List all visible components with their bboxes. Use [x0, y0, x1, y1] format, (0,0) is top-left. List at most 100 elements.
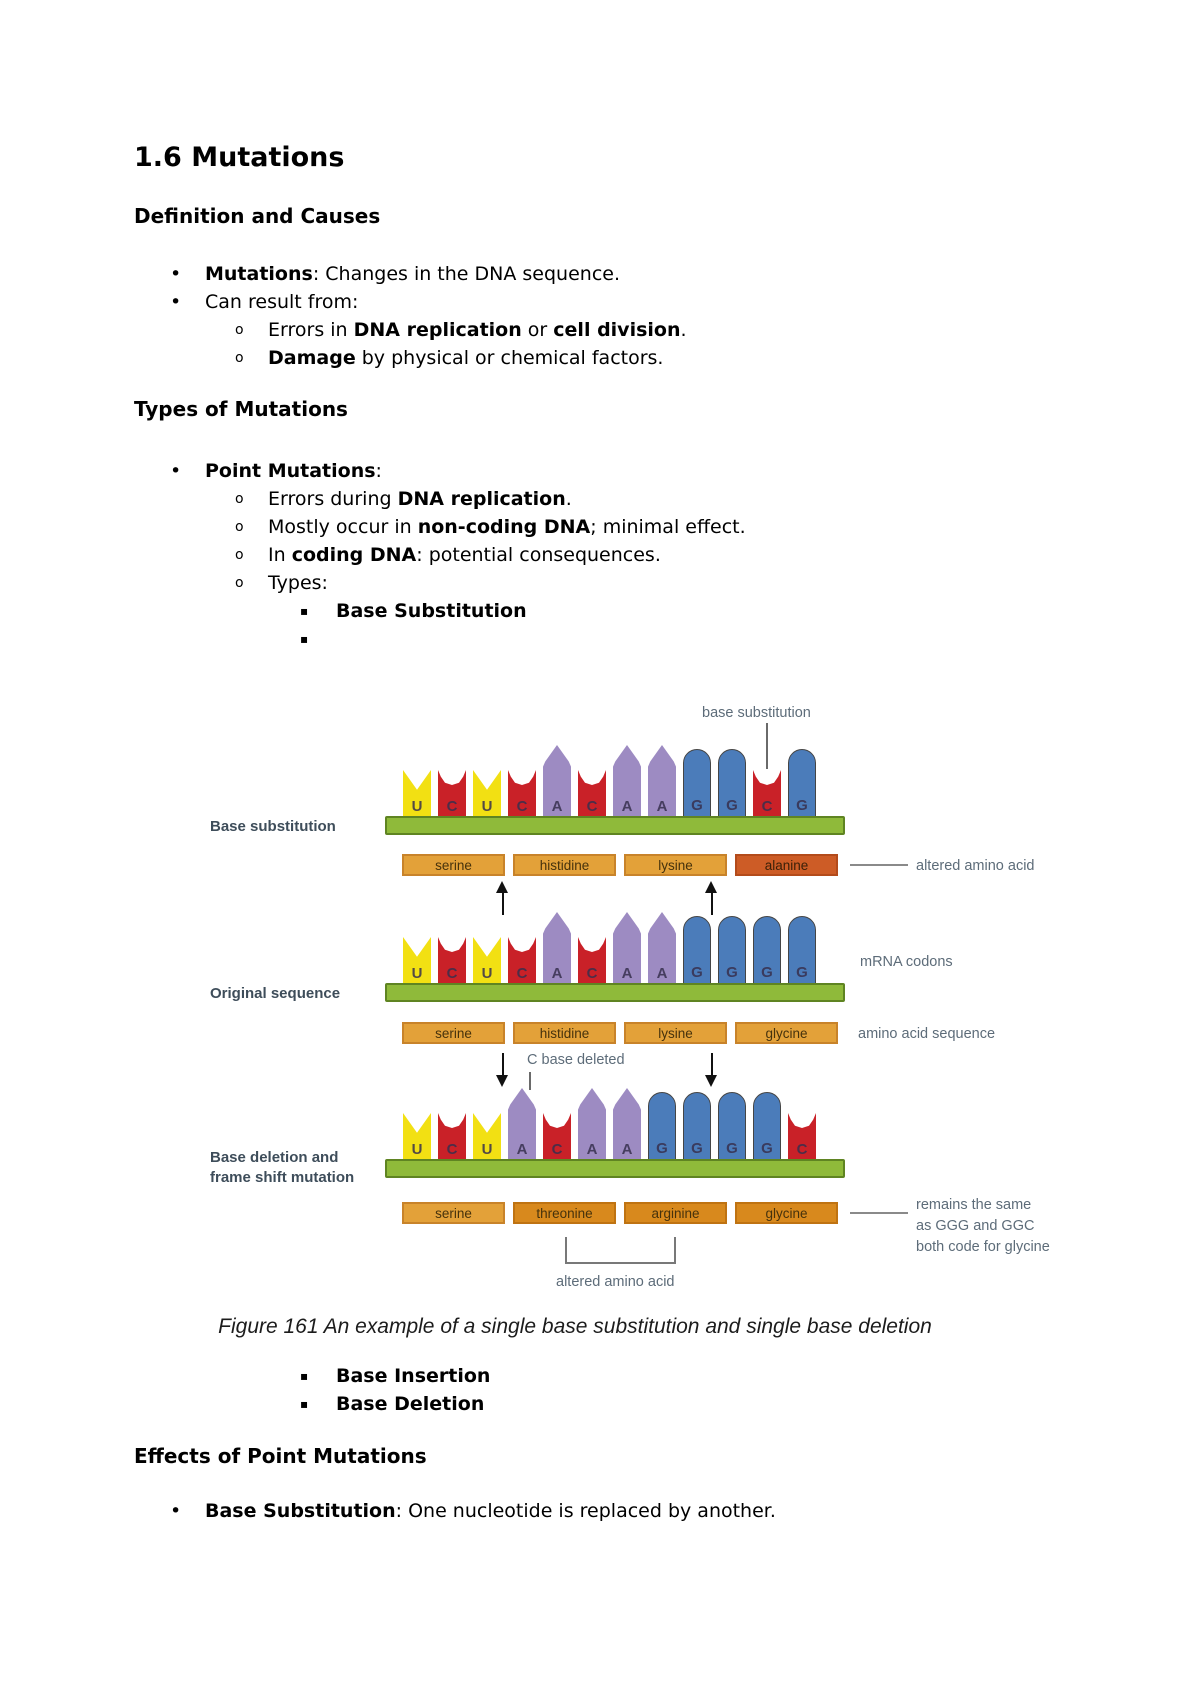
base-substitution-pointer-label: base substitution: [702, 705, 811, 721]
nucleotide-a: A: [613, 912, 641, 984]
nucleotide-c: C: [438, 770, 466, 817]
nucleotide-g: G: [648, 1092, 676, 1160]
mrna-backbone-bar: [385, 816, 845, 835]
up-arrow-icon: [705, 881, 718, 915]
list-item: o Errors during DNA replication.: [134, 485, 1160, 513]
nucleotide-letter: G: [761, 1140, 773, 1157]
list-item-text: Mostly occur in non-coding DNA; minimal …: [268, 516, 746, 538]
nucleotide-g: G: [788, 749, 816, 817]
bullet-marker: •: [170, 263, 182, 285]
figure-row-label: Base deletion and frame shift mutation: [210, 1149, 355, 1186]
annotation-line: [850, 1212, 908, 1214]
nucleotide-a: A: [508, 1088, 536, 1160]
down-arrow-icon: [705, 1053, 718, 1087]
nucleotide-letter: A: [621, 798, 633, 815]
nucleotide-letter: C: [516, 798, 528, 815]
nucleotide-g: G: [718, 916, 746, 984]
figure-row-label: Original sequence: [210, 985, 341, 1002]
nucleotide-g: G: [753, 1092, 781, 1160]
bullet-list-point-mutations: • Point Mutations: o Errors during DNA repl…: [134, 457, 1160, 653]
nucleotide-letter: C: [761, 798, 773, 815]
amino-acid-box-alanine: alanine: [735, 854, 838, 876]
bullet-marker: o: [235, 491, 244, 507]
nucleotide-letter: U: [411, 965, 423, 982]
list-item: • Base Substitution: One nucleotide is re…: [134, 1497, 1160, 1525]
amino-acid-box-serine: serine: [402, 854, 505, 876]
nucleotide-g: G: [683, 1092, 711, 1160]
bullet-list-insertion-deletion: ▪ Base Insertion ▪ Base Deletion: [134, 1362, 1160, 1418]
annotation-line: [850, 864, 908, 866]
nucleotide-u: U: [473, 1113, 501, 1160]
list-item-text: In coding DNA: potential consequences.: [268, 544, 661, 566]
nucleotide-c: C: [788, 1113, 816, 1160]
nucleotide-letter: A: [551, 798, 563, 815]
list-item: o Damage by physical or chemical factors.: [134, 344, 1160, 372]
nucleotide-letter: C: [586, 965, 598, 982]
nucleotide-a: A: [543, 912, 571, 984]
list-item: o Types:: [134, 569, 1160, 597]
nucleotide-letter: A: [516, 1141, 528, 1158]
nucleotide-c: C: [508, 937, 536, 984]
list-item-text: Base Deletion: [336, 1393, 485, 1415]
bullet-list-effects: • Base Substitution: One nucleotide is re…: [134, 1497, 1160, 1525]
list-item: • Point Mutations:: [134, 457, 1160, 485]
nucleotide-letter: U: [411, 798, 423, 815]
bullet-marker: o: [235, 519, 244, 535]
amino-acid-box-arginine: arginine: [624, 1202, 727, 1224]
bullet-marker: •: [170, 291, 182, 313]
nucleotide-letter: C: [446, 965, 458, 982]
base-substitution-pointer-line: [766, 723, 768, 769]
nucleotide-letter: A: [656, 965, 668, 982]
list-item-text: Damage by physical or chemical factors.: [268, 347, 664, 369]
amino-acid-box-serine: serine: [402, 1022, 505, 1044]
nucleotide-letter: U: [481, 1141, 493, 1158]
bullet-marker: o: [235, 547, 244, 563]
nucleotide-g: G: [718, 749, 746, 817]
bullet-marker: •: [170, 460, 182, 482]
nucleotide-a: A: [578, 1088, 606, 1160]
up-arrow-icon: [496, 881, 509, 915]
list-item-text: Base Substitution: [336, 600, 527, 622]
nucleotide-letter: A: [586, 1141, 598, 1158]
c-base-deleted-label: C base deleted: [527, 1052, 625, 1068]
list-item: ▪ Base Substitution: [134, 597, 1160, 625]
nucleotide-c: C: [438, 1113, 466, 1160]
list-item-text: Base Substitution: One nucleotide is rep…: [205, 1500, 776, 1522]
bullet-marker: ▪: [300, 1397, 309, 1411]
remains-the-same-label: remains the same as GGG and GGC both cod…: [916, 1197, 1050, 1255]
list-item: • Mutations: Changes in the DNA sequence.: [134, 260, 1160, 288]
nucleotide-letter: C: [551, 1141, 563, 1158]
amino-acid-box-histidine: histidine: [513, 1022, 616, 1044]
page-title: 1.6 Mutations: [134, 142, 345, 173]
nucleotide-letter: C: [446, 798, 458, 815]
bullet-marker: ▪: [300, 604, 309, 618]
bullet-list-definition: • Mutations: Changes in the DNA sequence.…: [134, 260, 1160, 372]
nucleotide-g: G: [683, 916, 711, 984]
nucleotide-c: C: [438, 937, 466, 984]
nucleotide-u: U: [403, 770, 431, 817]
nucleotide-letter: G: [691, 964, 703, 981]
figure-caption: Figure 161 An example of a single base s…: [218, 1315, 932, 1338]
altered-amino-acid-bottom-label: altered amino acid: [556, 1274, 675, 1290]
amino-acid-box-lysine: lysine: [624, 854, 727, 876]
nucleotide-u: U: [403, 937, 431, 984]
nucleotide-letter: C: [516, 965, 528, 982]
nucleotide-c: C: [578, 937, 606, 984]
nucleotide-u: U: [473, 937, 501, 984]
nucleotide-g: G: [788, 916, 816, 984]
nucleotide-letter: U: [411, 1141, 423, 1158]
nucleotide-u: U: [403, 1113, 431, 1160]
figure-row-label: Base substitution: [210, 818, 336, 835]
nucleotide-letter: A: [621, 965, 633, 982]
amino-acid-box-threonine: threonine: [513, 1202, 616, 1224]
nucleotide-letter: G: [796, 797, 808, 814]
amino-acid-box-serine: serine: [402, 1202, 505, 1224]
nucleotide-c: C: [508, 770, 536, 817]
nucleotide-letter: G: [796, 964, 808, 981]
nucleotide-letter: G: [726, 1140, 738, 1157]
list-item-text: Point Mutations:: [205, 460, 382, 482]
c-base-deleted-pointer-line: [529, 1072, 531, 1090]
nucleotide-g: G: [683, 749, 711, 817]
altered-amino-bracket: [565, 1237, 676, 1264]
